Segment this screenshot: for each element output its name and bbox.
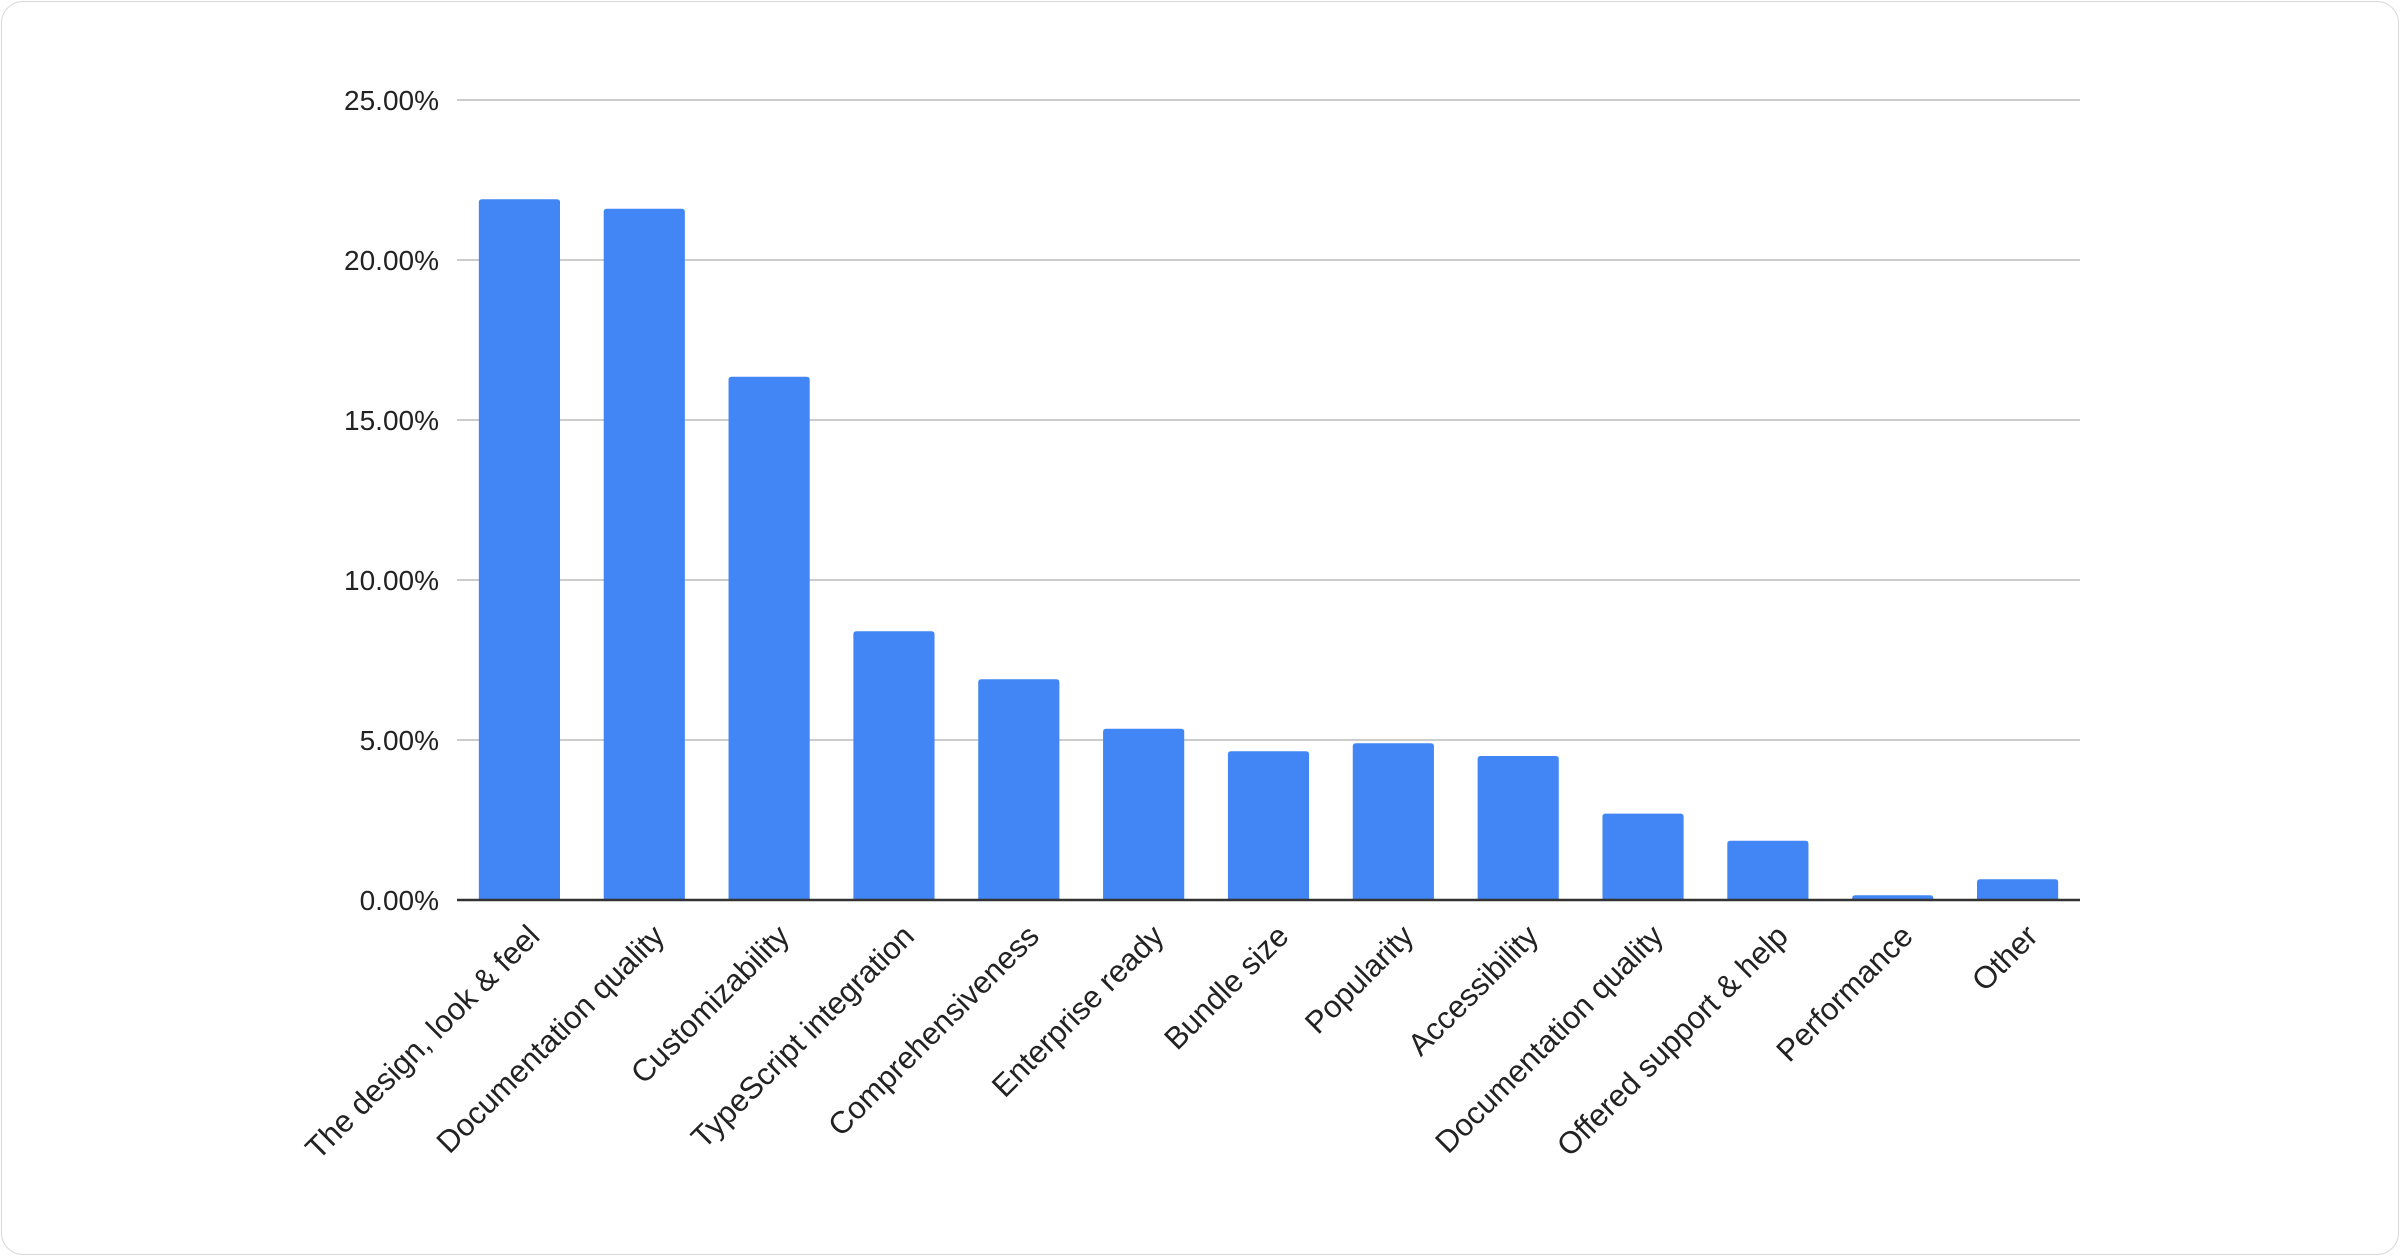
bar	[1477, 756, 1559, 900]
bar	[478, 199, 560, 900]
bar	[603, 208, 685, 901]
y-tick-label: 20.00%	[344, 245, 439, 276]
bar	[1352, 743, 1434, 900]
bar	[1977, 879, 2059, 900]
x-tick-label: Documentation quality	[430, 918, 672, 1160]
bar	[1727, 840, 1809, 900]
x-tick-label: The design, look & feel	[299, 918, 547, 1166]
x-tick-label: Offered support & help	[1550, 918, 1795, 1163]
y-tick-label: 0.00%	[360, 885, 439, 916]
x-tick-label: Other	[1965, 918, 2045, 998]
bar	[728, 376, 810, 900]
x-tick-label: Comprehensiveness	[821, 918, 1046, 1143]
y-tick-label: 25.00%	[344, 85, 439, 116]
bar	[1227, 751, 1310, 900]
y-tick-label: 15.00%	[344, 405, 439, 436]
bar	[853, 631, 935, 900]
x-tick-label: Popularity	[1298, 918, 1421, 1041]
x-tick-label: Bundle size	[1157, 918, 1295, 1056]
x-tick-label: TypeScript integration	[684, 918, 921, 1155]
y-tick-label: 10.00%	[344, 565, 439, 596]
y-tick-label: 5.00%	[360, 725, 439, 756]
bar	[978, 679, 1060, 900]
bar	[1103, 728, 1185, 900]
x-tick-label: Documentation quality	[1428, 918, 1670, 1160]
bar	[1602, 813, 1684, 900]
